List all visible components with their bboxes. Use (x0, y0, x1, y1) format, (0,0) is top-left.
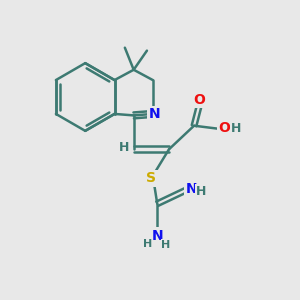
Text: H: H (143, 239, 152, 249)
Text: O: O (194, 93, 205, 107)
Text: S: S (146, 171, 156, 185)
Text: N: N (148, 107, 160, 121)
Text: H: H (119, 141, 130, 154)
Text: H: H (231, 122, 241, 135)
Text: N: N (185, 182, 197, 196)
Text: N: N (152, 229, 164, 242)
Text: O: O (218, 121, 230, 135)
Text: H: H (196, 185, 207, 199)
Text: H: H (161, 240, 171, 250)
